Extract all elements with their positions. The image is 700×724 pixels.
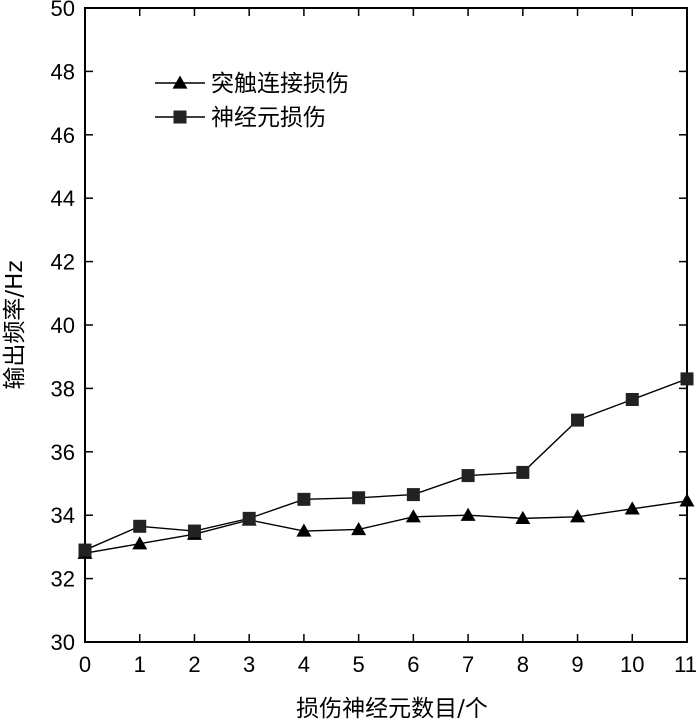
series-line-1 <box>84 500 688 554</box>
y-tick-label: 38 <box>51 376 75 401</box>
x-tick-label: 0 <box>79 652 91 677</box>
y-tick-label: 42 <box>51 250 75 275</box>
data-point-series-1 <box>624 501 640 515</box>
data-point-series-2 <box>680 372 694 386</box>
y-tick-label: 40 <box>51 313 75 338</box>
y-axis: 30 32 34 36 38 40 42 44 46 48 50 <box>51 0 687 655</box>
y-tick-label: 34 <box>51 503 75 528</box>
x-tick-label: 9 <box>571 652 583 677</box>
x-tick-label: 6 <box>407 652 419 677</box>
y-tick-label: 44 <box>51 186 75 211</box>
data-point-series-2 <box>297 492 311 506</box>
data-point-series-1 <box>679 493 695 507</box>
x-tick-label: 1 <box>134 652 146 677</box>
x-tick-label: 11 <box>674 652 697 677</box>
data-point-series-2 <box>625 392 639 406</box>
y-tick-label: 46 <box>51 123 75 148</box>
data-point-series-2 <box>133 519 147 533</box>
x-tick-label: 4 <box>298 652 310 677</box>
x-tick-label: 2 <box>188 652 200 677</box>
data-point-series-2 <box>187 524 201 538</box>
data-point-series-1 <box>570 509 586 523</box>
y-tick-label: 48 <box>51 59 75 84</box>
plot-area <box>84 7 688 643</box>
data-point-series-2 <box>516 465 530 479</box>
x-axis: 0 1 2 3 4 5 6 7 8 9 10 11 <box>79 8 697 677</box>
legend-marker <box>173 110 187 124</box>
x-tick-label: 7 <box>462 652 474 677</box>
y-tick-label: 50 <box>51 0 75 21</box>
data-point-series-2 <box>406 488 420 502</box>
x-tick-label: 8 <box>517 652 529 677</box>
data-point-series-1 <box>515 510 531 524</box>
data-point-series-1 <box>132 536 148 550</box>
y-tick-label: 30 <box>51 630 75 655</box>
series-line-2 <box>84 378 688 551</box>
x-axis-title: 损伤神经元数目/个 <box>296 696 488 722</box>
legend-marker <box>172 75 188 89</box>
x-tick-label: 10 <box>620 652 644 677</box>
data-point-series-1 <box>351 521 367 536</box>
series-layer <box>77 372 695 559</box>
x-tick-label: 3 <box>243 652 255 677</box>
legend-label: 突触连接损伤 <box>211 71 349 97</box>
legend-label: 神经元损伤 <box>211 105 326 131</box>
y-axis-title: 输出频率/Hz <box>2 260 28 389</box>
data-point-series-1 <box>296 523 312 537</box>
data-point-series-2 <box>571 413 585 427</box>
data-point-series-2 <box>352 491 366 505</box>
data-point-series-2 <box>78 543 92 557</box>
y-tick-label: 36 <box>51 440 75 465</box>
x-tick-label: 5 <box>353 652 365 677</box>
data-point-series-2 <box>461 469 475 483</box>
data-point-series-1 <box>460 507 476 521</box>
data-point-series-2 <box>242 511 256 525</box>
data-point-series-1 <box>405 509 421 523</box>
y-tick-label: 32 <box>51 567 75 592</box>
